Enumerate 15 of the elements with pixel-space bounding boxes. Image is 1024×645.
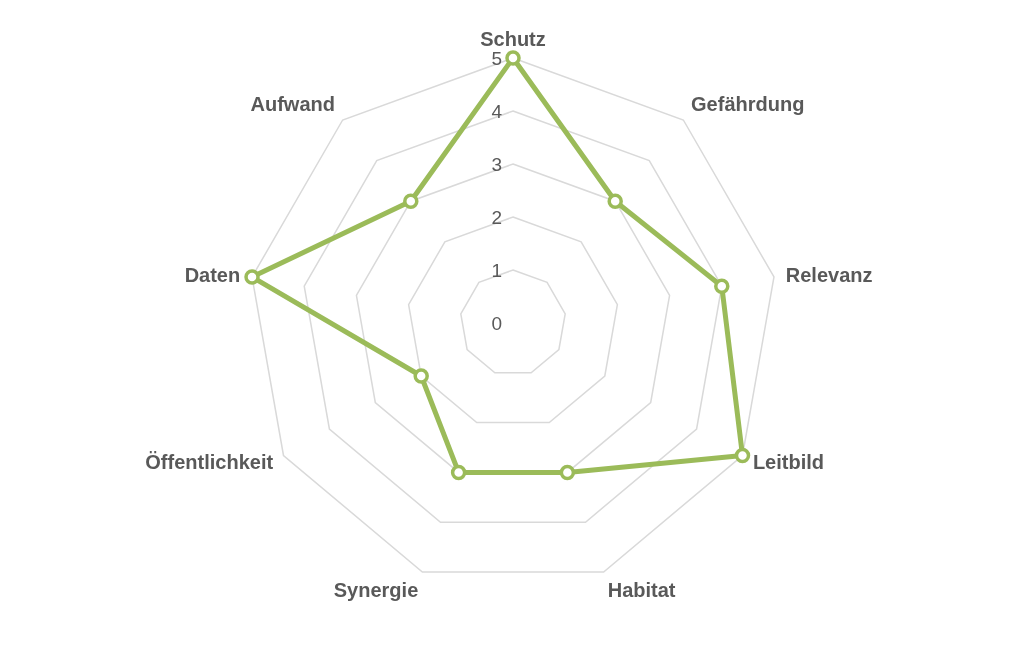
spoke-label: Habitat (607, 579, 676, 602)
y-tick-label: 2 (491, 207, 502, 228)
spoke-label: Leitbild (752, 450, 824, 473)
spoke-label: Relevanz (785, 264, 873, 286)
spoke-label: Aufwand (250, 92, 335, 115)
spoke-label: Synergie (333, 579, 419, 602)
y-tick-label: 4 (491, 101, 503, 122)
y-tick-label: 0 (491, 313, 502, 334)
spoke-label: Schutz (480, 28, 546, 50)
spoke-label: Öffentlichkeit (145, 450, 274, 473)
y-tick-label: 5 (491, 48, 502, 69)
spoke-label: Daten (184, 264, 241, 286)
y-tick-label: 1 (491, 260, 502, 281)
spoke-label: Gefährdung (691, 92, 805, 115)
y-tick-label: 3 (491, 154, 502, 175)
